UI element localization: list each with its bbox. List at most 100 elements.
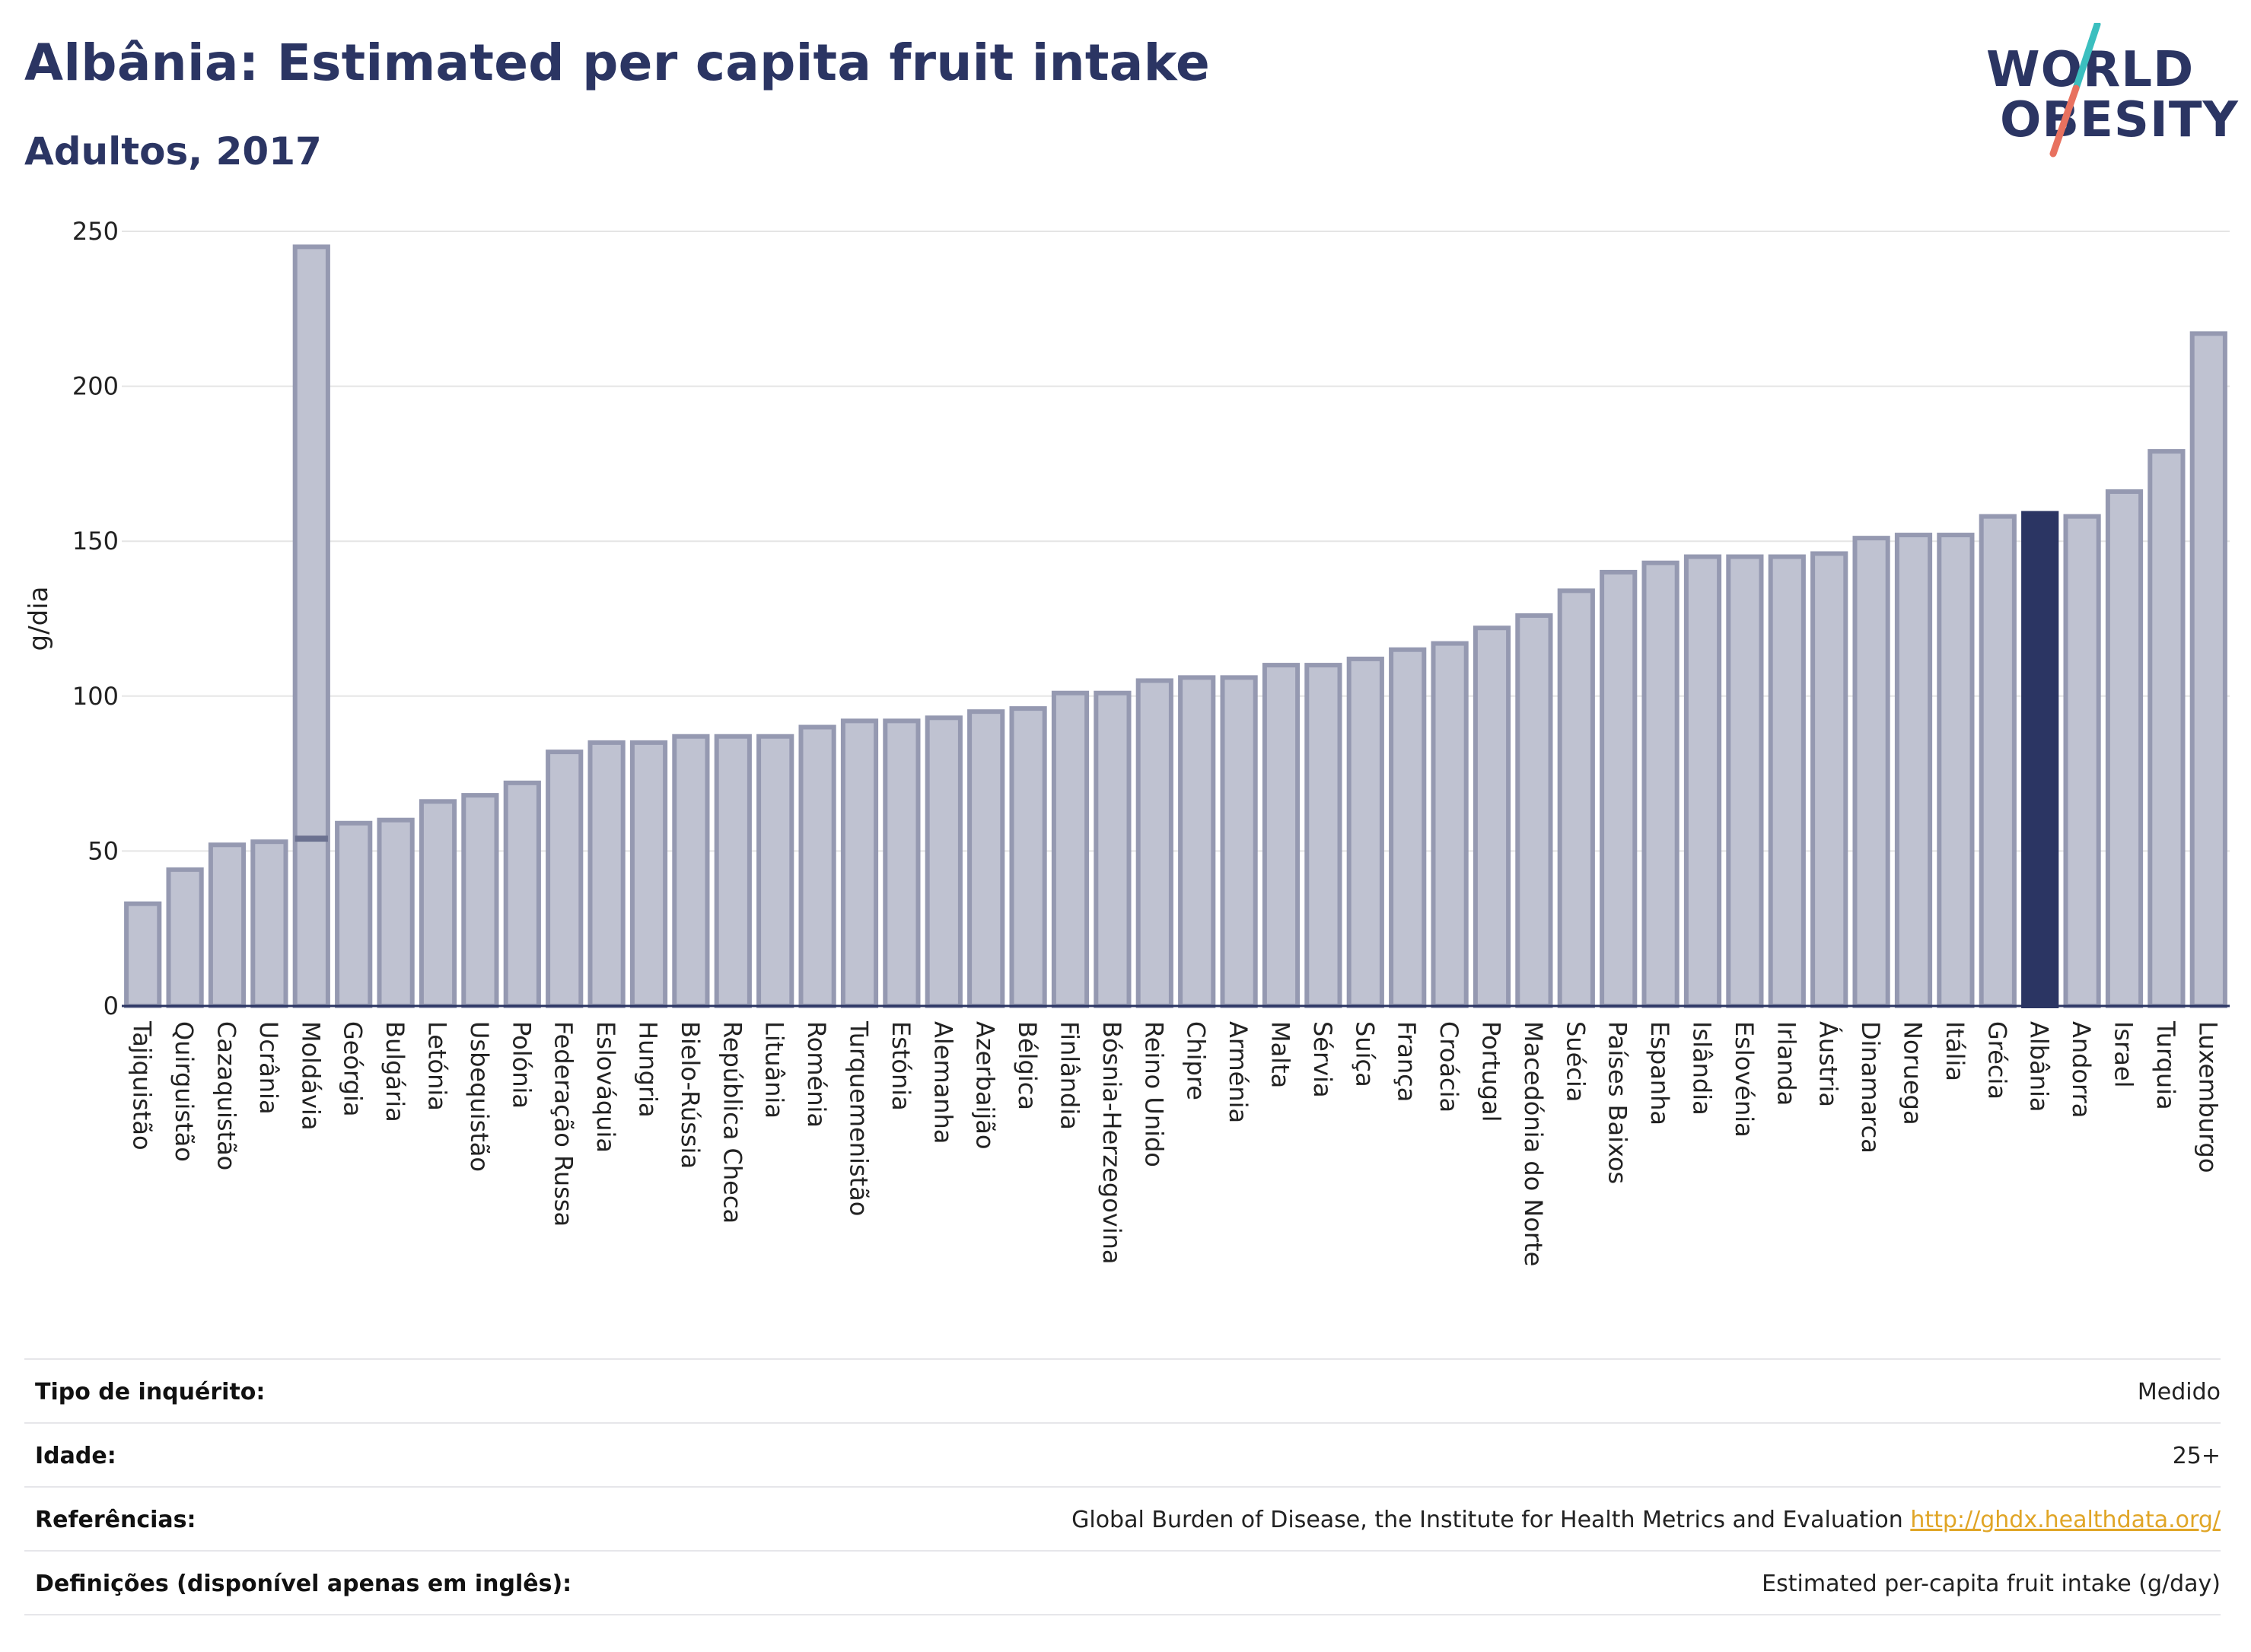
x-tick-label: Turquemenistão bbox=[845, 1020, 874, 1216]
x-tick-label: Suécia bbox=[1561, 1021, 1590, 1102]
info-row-survey-type: Tipo de inquérito: Medido bbox=[24, 1358, 2221, 1422]
x-tick-label: Israel bbox=[2109, 1021, 2138, 1087]
bar-Andorra[interactable] bbox=[2063, 514, 2101, 1008]
bar-Ucrânia[interactable] bbox=[250, 839, 288, 1008]
bar-Sérvia[interactable] bbox=[1304, 663, 1342, 1009]
bar-Dinamarca[interactable] bbox=[1852, 536, 1890, 1008]
y-tick-label: 200 bbox=[72, 372, 119, 401]
x-tick-label: Bélgica bbox=[1013, 1021, 1042, 1110]
x-tick-label: Lituânia bbox=[760, 1021, 789, 1119]
y-tick-label: 50 bbox=[88, 836, 119, 865]
x-tick-label: Eslovénia bbox=[1730, 1021, 1759, 1138]
x-tick-label: Suíça bbox=[1350, 1021, 1379, 1087]
bar-Letónia[interactable] bbox=[419, 799, 457, 1009]
bar-Arménia[interactable] bbox=[1220, 675, 1258, 1008]
x-tick-label: Islândia bbox=[1688, 1021, 1717, 1116]
bar-Usbequistão[interactable] bbox=[461, 793, 499, 1008]
bar-Países Baixos[interactable] bbox=[1600, 569, 1638, 1008]
bar-Croácia[interactable] bbox=[1431, 641, 1469, 1008]
reference-link[interactable]: http://ghdx.healthdata.org/ bbox=[1910, 1507, 2221, 1533]
logo-word-obesity: OBESITY bbox=[2000, 92, 2239, 148]
x-tick-label: Letónia bbox=[423, 1021, 452, 1111]
info-value: Medido bbox=[2137, 1379, 2221, 1405]
bar-Bielo-Rússia[interactable] bbox=[672, 734, 710, 1009]
x-tick-label: Arménia bbox=[1224, 1021, 1253, 1123]
y-tick-label: 0 bbox=[103, 992, 119, 1020]
bar-Malta[interactable] bbox=[1262, 663, 1301, 1009]
bar-Macedónia do Norte[interactable] bbox=[1515, 613, 1553, 1008]
bar-Quirguistão[interactable] bbox=[166, 867, 204, 1009]
x-tick-label: França bbox=[1393, 1021, 1422, 1102]
x-tick-label: Itália bbox=[1941, 1021, 1969, 1081]
bar-Reino Unido[interactable] bbox=[1135, 678, 1173, 1008]
x-tick-label: Estónia bbox=[887, 1021, 915, 1111]
info-row-references: Referências: Global Burden of Disease, t… bbox=[24, 1486, 2221, 1550]
bar-Chipre[interactable] bbox=[1178, 675, 1216, 1008]
x-tick-label: Moldávia bbox=[296, 1021, 325, 1130]
x-tick-label: Espanha bbox=[1645, 1021, 1674, 1125]
x-tick-label: Alemanha bbox=[928, 1021, 957, 1144]
bar-Bulgária[interactable] bbox=[377, 817, 415, 1009]
bar-Islândia[interactable] bbox=[1683, 554, 1722, 1008]
bar-Itália[interactable] bbox=[1937, 533, 1975, 1008]
x-tick-label: Bielo-Rússia bbox=[676, 1021, 705, 1169]
x-tick-label: Dinamarca bbox=[1856, 1021, 1885, 1154]
bar-Irlanda[interactable] bbox=[1768, 554, 1806, 1008]
x-tick-label: Tajiquistão bbox=[128, 1020, 157, 1151]
bar-Polónia[interactable] bbox=[503, 780, 541, 1009]
bar-França[interactable] bbox=[1389, 647, 1427, 1008]
bar-Bósnia-Herzegovina[interactable] bbox=[1094, 690, 1132, 1009]
x-tick-label: Países Baixos bbox=[1603, 1021, 1632, 1184]
x-tick-label: Irlanda bbox=[1772, 1021, 1800, 1106]
bar-Suíça[interactable] bbox=[1346, 656, 1384, 1008]
bar-Finlândia[interactable] bbox=[1051, 690, 1090, 1009]
x-tick-label: Reino Unido bbox=[1139, 1021, 1168, 1167]
bar-Portugal[interactable] bbox=[1473, 625, 1511, 1008]
bar-Turquemenistão[interactable] bbox=[840, 718, 879, 1008]
bar-Luxemburgo[interactable] bbox=[2189, 331, 2227, 1009]
bar-Eslovénia[interactable] bbox=[1726, 554, 1764, 1008]
info-row-definitions: Definições (disponível apenas em inglês)… bbox=[24, 1550, 2221, 1615]
x-tick-label: Grécia bbox=[1982, 1021, 2011, 1100]
bar-Albânia[interactable] bbox=[2021, 511, 2059, 1008]
reference-text: Global Burden of Disease, the Institute … bbox=[1071, 1507, 1903, 1533]
bar-Roménia[interactable] bbox=[798, 724, 836, 1009]
info-label: Idade: bbox=[35, 1443, 116, 1469]
x-tick-label: Roménia bbox=[802, 1021, 831, 1128]
x-tick-label: Noruega bbox=[1899, 1021, 1928, 1125]
bar-Federação Russa[interactable] bbox=[546, 750, 584, 1008]
bar-Áustria[interactable] bbox=[1810, 551, 1848, 1008]
bar-Eslováquia[interactable] bbox=[587, 740, 626, 1008]
x-tick-label: Ucrânia bbox=[254, 1021, 283, 1115]
bar-Bélgica[interactable] bbox=[1009, 706, 1047, 1008]
bar-Tajiquistão[interactable] bbox=[124, 901, 162, 1009]
bar-República Checa[interactable] bbox=[714, 734, 752, 1009]
bar-Hungria[interactable] bbox=[629, 740, 668, 1008]
x-tick-label: Federação Russa bbox=[549, 1021, 578, 1227]
y-axis-label: g/dia bbox=[24, 587, 54, 651]
info-value-reference: Global Burden of Disease, the Institute … bbox=[1071, 1507, 2221, 1533]
world-obesity-logo[interactable]: WORLD OBESITY bbox=[1986, 23, 2239, 160]
bar-Suécia[interactable] bbox=[1557, 588, 1595, 1008]
bar-Espanha[interactable] bbox=[1641, 560, 1679, 1008]
x-tick-label: Bósnia-Herzegovina bbox=[1097, 1021, 1126, 1265]
bar-Geórgia[interactable] bbox=[335, 820, 373, 1008]
x-tick-label: Luxemburgo bbox=[2193, 1021, 2222, 1173]
bar-Cazaquistão[interactable] bbox=[208, 842, 247, 1008]
bar-Azerbaijão[interactable] bbox=[967, 709, 1005, 1008]
bar-Turquia[interactable] bbox=[2148, 449, 2186, 1008]
x-tick-label: República Checa bbox=[718, 1021, 747, 1224]
bar-Alemanha[interactable] bbox=[925, 715, 963, 1009]
bar-Israel[interactable] bbox=[2105, 489, 2144, 1008]
bar-Noruega[interactable] bbox=[1894, 533, 1933, 1008]
info-table: Tipo de inquérito: Medido Idade: 25+ Ref… bbox=[24, 1358, 2221, 1615]
bar-Lituânia[interactable] bbox=[756, 734, 794, 1009]
x-tick-label: Malta bbox=[1266, 1021, 1295, 1088]
x-tick-label: Turquia bbox=[2151, 1020, 2180, 1110]
y-axis-ticks: 0 50 100 150 200 250 bbox=[72, 217, 119, 1020]
x-tick-label: Andorra bbox=[2067, 1021, 2096, 1118]
bar-Grécia[interactable] bbox=[1979, 514, 2017, 1008]
bar-Estónia[interactable] bbox=[883, 718, 921, 1008]
bar-Moldávia[interactable] bbox=[292, 244, 330, 1008]
x-tick-label: Cazaquistão bbox=[212, 1021, 241, 1170]
